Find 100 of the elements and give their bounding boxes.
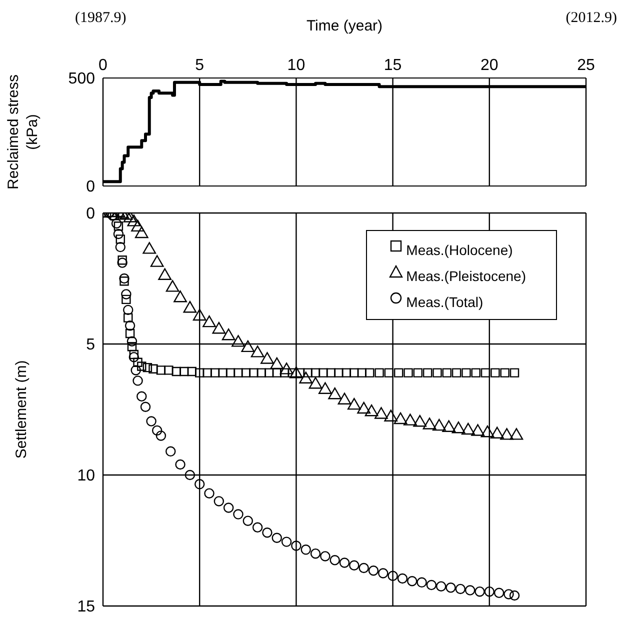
point (127, 342, 137, 352)
legend-label: Meas.(Pleistocene) (406, 268, 526, 284)
point (474, 586, 485, 597)
point (241, 368, 251, 378)
point (166, 446, 176, 457)
point (397, 573, 408, 584)
point (124, 313, 133, 322)
x-tick-label: 0 (98, 57, 108, 74)
text: (2012.9) (564, 10, 617, 27)
point (226, 368, 236, 378)
point (436, 581, 446, 592)
point (480, 368, 490, 378)
y-tick-label: 10 (77, 468, 96, 485)
point (122, 294, 131, 304)
point (146, 416, 156, 426)
point (210, 368, 220, 378)
y-tick-label: 0 (86, 178, 96, 196)
point (455, 584, 466, 594)
point (422, 368, 432, 378)
point (252, 522, 263, 533)
point (136, 391, 147, 402)
point (368, 566, 379, 576)
point (233, 509, 244, 520)
point (140, 402, 151, 412)
point (310, 548, 321, 559)
point (300, 544, 311, 555)
y-axis-title: Reclaimed stress (kPa) (5, 74, 41, 190)
point (320, 551, 330, 562)
y-tick-label: 500 (68, 70, 96, 88)
point (357, 368, 366, 378)
point (342, 368, 352, 378)
point (114, 222, 124, 231)
point (326, 368, 336, 378)
point (148, 364, 158, 374)
point (500, 368, 510, 378)
point (194, 479, 205, 490)
x-tick-label: 15 (384, 57, 402, 74)
point (509, 590, 520, 601)
point (426, 580, 437, 590)
x-axis-title: Time (year) (306, 18, 383, 35)
point (471, 368, 480, 378)
point (137, 362, 146, 371)
point (125, 328, 135, 338)
point (223, 502, 234, 513)
point (404, 368, 413, 378)
x-tick-label: 10 (287, 57, 306, 74)
point (464, 585, 476, 596)
point (349, 560, 360, 570)
point (407, 576, 418, 586)
point (413, 368, 423, 378)
point (180, 366, 189, 376)
point (119, 273, 130, 284)
point (256, 368, 266, 378)
point (187, 366, 196, 376)
point (156, 366, 166, 375)
point (281, 536, 292, 547)
point (339, 558, 350, 568)
point (115, 242, 126, 252)
point (494, 588, 504, 598)
x-tick-label: 5 (195, 57, 204, 74)
x-tick-label: 20 (480, 57, 498, 74)
point (175, 459, 186, 470)
point (118, 256, 127, 265)
x-tick-label: 25 (577, 57, 595, 74)
point (291, 540, 302, 551)
point (432, 368, 442, 378)
point (484, 586, 495, 597)
point (310, 368, 320, 378)
legend-label: Meas.(Total) (406, 294, 484, 310)
y-tick-label: 5 (86, 336, 96, 354)
point (374, 368, 384, 378)
point (358, 562, 369, 574)
point (130, 365, 141, 376)
point (128, 352, 140, 362)
point (490, 368, 500, 378)
point (510, 368, 520, 378)
point (120, 276, 129, 286)
point (123, 304, 134, 316)
point (416, 577, 427, 588)
point (242, 516, 254, 526)
point (113, 228, 124, 240)
point (452, 368, 462, 378)
point (214, 496, 224, 506)
point (394, 368, 404, 378)
text: (1987.9) (75, 10, 128, 27)
point (204, 488, 214, 498)
point (378, 568, 388, 578)
point (126, 336, 138, 346)
point (156, 430, 166, 441)
point (388, 570, 398, 581)
point (504, 589, 514, 600)
y-tick-label: 15 (77, 598, 96, 616)
y-tick-label: 0 (86, 206, 96, 223)
point (117, 258, 128, 268)
point (446, 582, 456, 593)
point (172, 366, 182, 376)
point (152, 425, 162, 436)
point (184, 470, 196, 480)
point (330, 555, 340, 566)
point (116, 234, 125, 244)
